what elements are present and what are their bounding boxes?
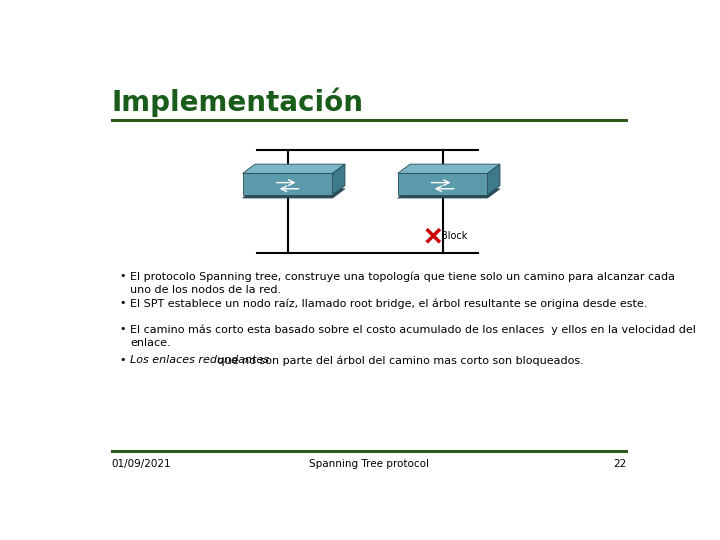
Text: •: • [120,355,126,365]
Text: Implementación: Implementación [112,88,364,117]
Polygon shape [397,164,500,173]
Polygon shape [487,164,500,195]
Text: •: • [120,325,126,334]
Polygon shape [243,189,345,198]
Polygon shape [243,173,333,195]
Text: El SPT establece un nodo raíz, llamado root bridge, el árbol resultante se origi: El SPT establece un nodo raíz, llamado r… [130,298,648,309]
Text: •: • [120,271,126,281]
Polygon shape [243,164,345,173]
Text: •: • [120,298,126,308]
Text: que no son parte del árbol del camino mas corto son bloqueados.: que no son parte del árbol del camino ma… [214,355,584,366]
Text: Spanning Tree protocol: Spanning Tree protocol [309,458,429,469]
Polygon shape [333,164,345,195]
Text: El camino más corto esta basado sobre el costo acumulado de los enlaces  y ellos: El camino más corto esta basado sobre el… [130,325,696,348]
Polygon shape [397,189,500,198]
Text: Block: Block [441,231,467,241]
Text: El protocolo Spanning tree, construye una topología que tiene solo un camino par: El protocolo Spanning tree, construye un… [130,271,675,295]
Text: Los enlaces redundantes: Los enlaces redundantes [130,355,269,365]
Text: 22: 22 [613,458,626,469]
Text: 01/09/2021: 01/09/2021 [112,458,171,469]
Polygon shape [397,173,487,195]
